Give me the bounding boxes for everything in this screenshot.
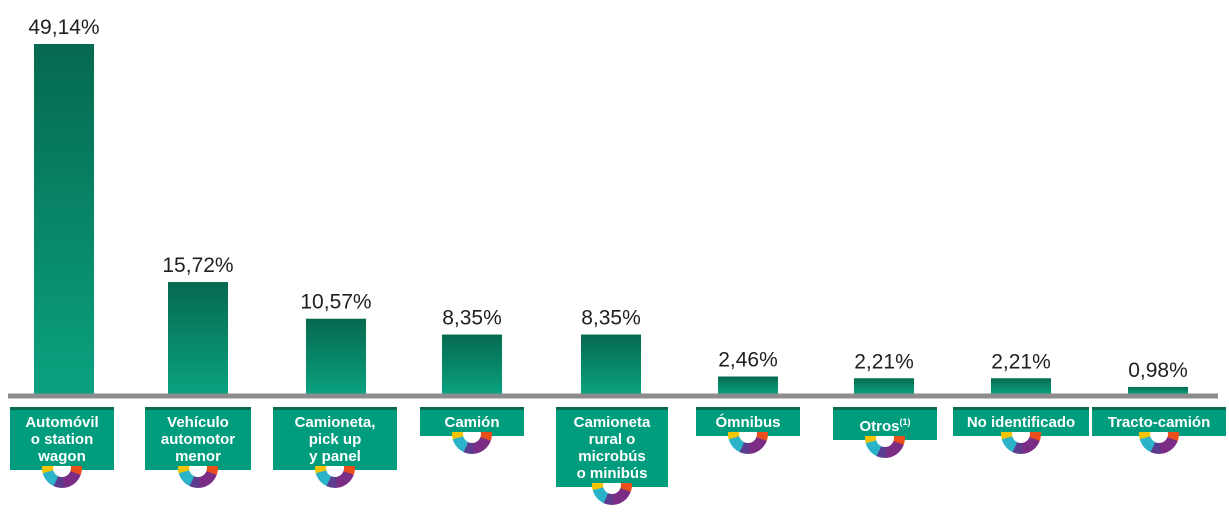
category-label-text: Tracto-camión [1107, 414, 1211, 431]
value-label-1: 15,72% [162, 254, 233, 277]
donut-icon [1139, 432, 1179, 454]
category-label-8: Tracto-camión [1092, 407, 1226, 436]
category-label-text: Camioneta, pick up y panel [294, 414, 376, 465]
bar-5 [718, 376, 778, 394]
value-label-8: 0,98% [1128, 359, 1188, 382]
category-label-text: Otros(1) [859, 417, 911, 435]
category-label-text: Camión [444, 414, 500, 431]
bar-1 [168, 282, 228, 394]
donut-icon [1001, 432, 1041, 454]
value-label-7: 2,21% [991, 350, 1051, 373]
category-label-0: Automóvil o station wagon [10, 407, 114, 470]
category-label-text: Automóvil o station wagon [25, 414, 99, 465]
bar-6 [854, 378, 914, 394]
category-label-6: Otros(1) [833, 407, 937, 440]
category-label-1: Vehículo automotor menor [145, 407, 251, 470]
category-label-7: No identificado [953, 407, 1089, 436]
category-label-text: Camioneta rural o microbús o minibús [573, 414, 651, 482]
bar-0 [34, 44, 94, 394]
category-label-2: Camioneta, pick up y panel [273, 407, 397, 470]
donut-icon [728, 432, 768, 454]
value-label-5: 2,46% [718, 348, 778, 371]
bar-2 [306, 318, 366, 394]
value-label-0: 49,14% [28, 16, 99, 39]
bars-layer [34, 44, 1188, 394]
category-label-text: Ómnibus [715, 414, 781, 431]
category-label-text: No identificado [966, 414, 1076, 431]
donut-icon [42, 466, 82, 488]
donut-icon [452, 432, 492, 454]
value-label-6: 2,21% [854, 350, 914, 373]
category-label-4: Camioneta rural o microbús o minibús [556, 407, 668, 487]
category-label-3: Camión [420, 407, 524, 436]
category-label-5: Ómnibus [696, 407, 800, 436]
category-label-text: Vehículo automotor menor [160, 414, 236, 465]
bar-3 [442, 334, 502, 394]
donut-icon [865, 436, 905, 458]
value-label-3: 8,35% [442, 307, 502, 330]
footnote-mark: (1) [899, 417, 911, 427]
donut-icon [315, 466, 355, 488]
bar-4 [581, 334, 641, 394]
donut-icon [592, 483, 632, 505]
bar-8 [1128, 387, 1188, 394]
donut-icon [178, 466, 218, 488]
value-label-4: 8,35% [581, 307, 641, 330]
value-label-2: 10,57% [300, 291, 371, 314]
bar-7 [991, 378, 1051, 394]
